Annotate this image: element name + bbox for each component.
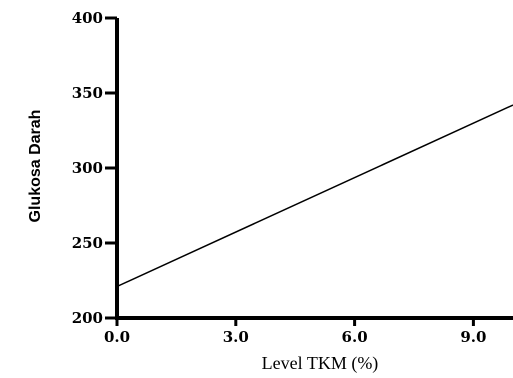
x-tick-label: 6.0 [342,328,368,346]
series-line [116,104,513,288]
y-axis-title: Glukosa Darah [27,110,44,223]
y-tick-label: 350 [72,84,103,102]
x-tick-label: 9.0 [460,328,486,346]
y-tick-label: 300 [72,159,103,177]
series [116,104,513,288]
x-axis-title: Level TKM (%) [262,353,379,374]
y-tick-label: 200 [72,309,103,327]
x-ticks: 0.0 3.0 6.0 9.0 [104,318,486,346]
axes [115,18,513,320]
x-tick-label: 3.0 [223,328,249,346]
y-tick-label: 250 [72,234,103,252]
x-tick-label: 0.0 [104,328,130,346]
y-ticks: 200 250 300 350 400 [72,9,117,327]
y-tick-label: 400 [72,9,103,27]
